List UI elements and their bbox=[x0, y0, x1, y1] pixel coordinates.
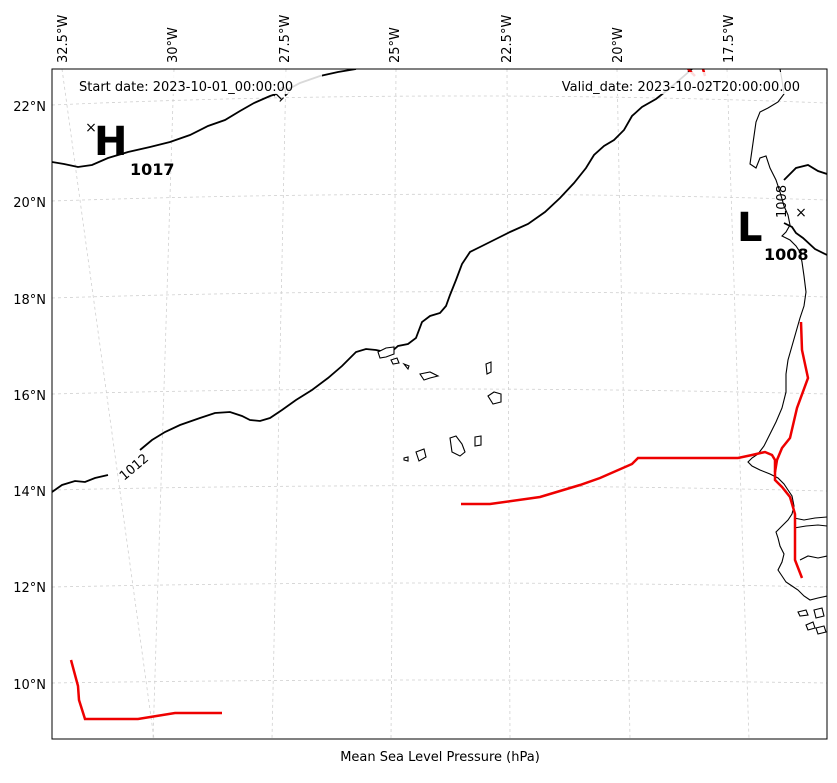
lat-label-20n: 20°N bbox=[13, 196, 46, 211]
lon-label-32-5w: 32.5°W bbox=[56, 15, 71, 63]
valid-date-backdrop bbox=[536, 72, 808, 94]
high-value: 1017 bbox=[130, 160, 175, 179]
high-letter: H bbox=[94, 119, 127, 165]
start-date: Start date: 2023-10-01_00:00:00 bbox=[79, 80, 293, 95]
fronts bbox=[69, 69, 810, 721]
start-date-backdrop bbox=[66, 72, 322, 94]
graticule bbox=[52, 69, 827, 739]
longitude-labels: 32.5°W 30°W 27.5°W 25°W 22.5°W 20°W 17.5… bbox=[56, 15, 737, 63]
isobar-1012-main bbox=[52, 69, 693, 493]
island-brava bbox=[403, 456, 409, 462]
lat-label-14n: 14°N bbox=[13, 485, 46, 500]
island-sao-nicolau bbox=[419, 371, 440, 381]
lon-label-17-5w: 17.5°W bbox=[722, 15, 737, 63]
latitude-labels: 22°N 20°N 18°N 16°N 14°N 12°N 10°N bbox=[13, 100, 46, 693]
island-santa-luzia bbox=[402, 362, 410, 371]
low-center-marker: × bbox=[795, 205, 807, 221]
low-pressure-center: × L 1008 bbox=[737, 205, 809, 264]
island-maio bbox=[474, 435, 482, 447]
lat-label-22n: 22°N bbox=[13, 100, 46, 115]
isobar-1008-north bbox=[783, 164, 827, 181]
lon-label-27-5w: 27.5°W bbox=[278, 15, 293, 63]
map-caption: Mean Sea Level Pressure (hPa) bbox=[340, 750, 540, 765]
lon-label-30w: 30°W bbox=[166, 27, 181, 63]
island-boa-vista bbox=[487, 391, 502, 405]
lat-label-18n: 18°N bbox=[13, 293, 46, 308]
island-bijagos-2 bbox=[813, 607, 825, 619]
gambia-river bbox=[793, 516, 827, 529]
lat-label-10n: 10°N bbox=[13, 678, 46, 693]
lat-label-16n: 16°N bbox=[13, 389, 46, 404]
high-center-marker: × bbox=[85, 120, 97, 136]
island-bijagos-3 bbox=[805, 621, 816, 631]
island-fogo bbox=[415, 448, 427, 462]
low-letter: L bbox=[737, 205, 763, 251]
lon-label-22-5w: 22.5°W bbox=[500, 15, 515, 63]
lat-label-12n: 12°N bbox=[13, 581, 46, 596]
isobar-label-1012: 1012 bbox=[117, 451, 152, 484]
island-sal bbox=[485, 361, 492, 375]
island-bijagos-4 bbox=[815, 625, 827, 635]
low-value: 1008 bbox=[764, 245, 809, 264]
guinea-bissau-coast bbox=[799, 555, 827, 561]
island-santo-antao bbox=[377, 346, 395, 359]
island-sao-vicente bbox=[390, 357, 400, 365]
lon-label-25w: 25°W bbox=[388, 27, 403, 63]
island-bijagos-1 bbox=[797, 609, 809, 617]
front-line-coastal bbox=[773, 321, 810, 473]
map-frame bbox=[51, 68, 828, 740]
lon-label-20w: 20°W bbox=[611, 27, 626, 63]
front-line-main bbox=[461, 450, 804, 579]
valid-date: Valid_date: 2023-10-02T20:00:00.00 bbox=[562, 80, 800, 95]
front-line-southwest bbox=[69, 659, 222, 721]
africa-coastline bbox=[747, 69, 827, 601]
isobar-1008 bbox=[783, 222, 827, 256]
coastline bbox=[377, 69, 827, 635]
island-santiago bbox=[449, 435, 466, 457]
isobar-label-1008: 1008 bbox=[775, 185, 790, 218]
high-pressure-center: × H 1017 bbox=[85, 119, 174, 179]
isobars bbox=[52, 69, 827, 493]
